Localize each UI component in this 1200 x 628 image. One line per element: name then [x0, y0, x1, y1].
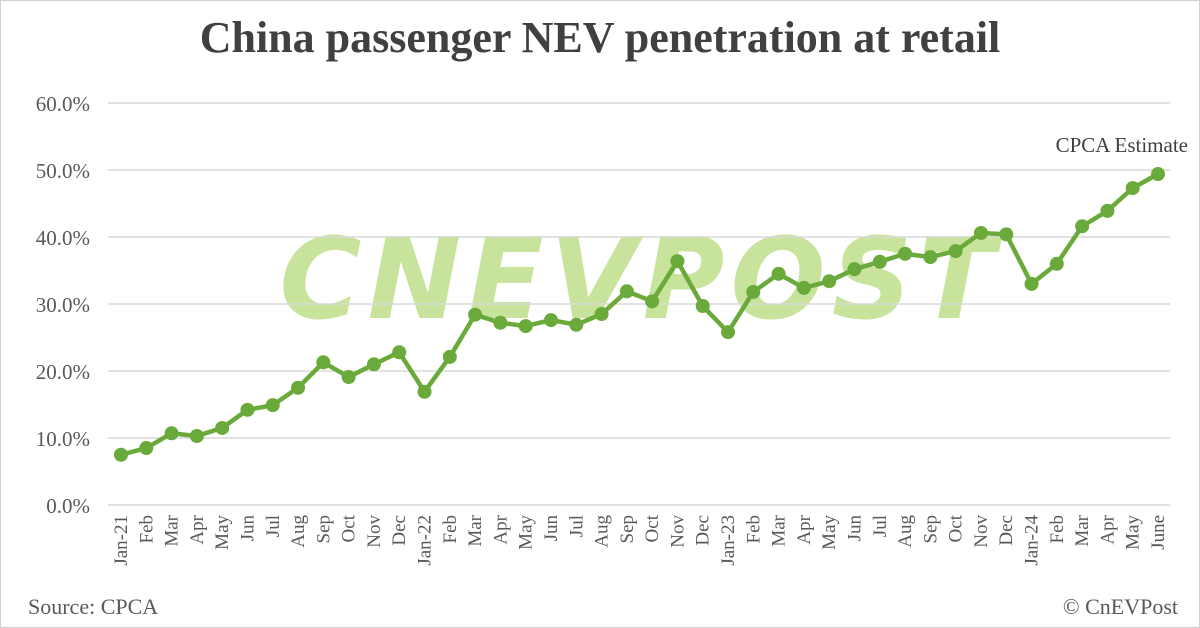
data-point	[139, 441, 154, 456]
y-tick-label: 40.0%	[36, 226, 90, 250]
data-point	[493, 315, 508, 330]
x-tick-label: Sep	[920, 515, 941, 544]
x-tick-label: Oct	[642, 514, 663, 542]
data-point	[569, 317, 584, 332]
data-point	[1125, 181, 1140, 196]
x-tick-label: Nov	[667, 515, 688, 548]
data-point	[619, 284, 634, 299]
data-point	[366, 357, 381, 372]
x-tick-label: June	[1148, 515, 1169, 550]
data-point	[594, 307, 609, 322]
data-point	[822, 274, 837, 289]
chart-title: China passenger NEV penetration at retai…	[199, 13, 1001, 62]
x-tick-label: Dec	[693, 515, 714, 546]
data-point	[291, 380, 306, 395]
data-point	[872, 254, 887, 269]
data-point	[695, 299, 710, 314]
data-point	[898, 246, 913, 261]
x-tick-label: Sep	[617, 515, 638, 544]
x-tick-label: May	[212, 515, 233, 550]
x-tick-label: Dec	[389, 515, 410, 546]
x-tick-label: Aug	[592, 515, 613, 548]
copyright-note: © CnEVPost	[1062, 594, 1178, 619]
x-tick-label: Mar	[769, 514, 790, 546]
x-tick-label: Jun	[541, 515, 562, 542]
x-tick-label: Jul	[263, 515, 284, 537]
data-point	[316, 355, 331, 370]
x-tick-label: Jan-22	[415, 515, 436, 566]
data-point	[189, 428, 204, 443]
data-point	[1049, 256, 1064, 271]
x-tick-label: Apr	[794, 514, 815, 544]
x-tick-label: May	[1123, 515, 1144, 550]
data-point	[796, 280, 811, 295]
data-point	[417, 384, 432, 399]
x-tick-label: Sep	[313, 515, 334, 544]
x-tick-label: Jul	[870, 515, 891, 537]
x-tick-label: Mar	[1072, 514, 1093, 546]
y-tick-label: 10.0%	[36, 427, 90, 451]
x-tick-label: Apr	[490, 514, 511, 544]
data-point	[518, 319, 533, 334]
data-point	[468, 307, 483, 322]
x-tick-label: Mar	[162, 514, 183, 546]
data-point	[721, 325, 736, 340]
data-point	[1100, 203, 1115, 218]
data-point	[746, 284, 761, 299]
x-tick-label: Feb	[743, 515, 764, 544]
data-point	[999, 227, 1014, 242]
data-point	[670, 254, 685, 269]
x-tick-label: Dec	[996, 515, 1017, 546]
data-point	[341, 370, 356, 385]
x-tick-label: Feb	[440, 515, 461, 544]
x-tick-label: Jan-23	[718, 515, 739, 566]
data-point	[948, 244, 963, 259]
y-tick-label: 60.0%	[36, 92, 90, 116]
data-point	[164, 426, 179, 441]
data-point	[973, 225, 988, 240]
data-point	[645, 294, 660, 309]
x-tick-label: Jul	[566, 515, 587, 537]
data-point	[215, 420, 230, 435]
watermark: CNEVPOST	[279, 215, 1002, 345]
y-tick-label: 0.0%	[46, 494, 90, 518]
data-point	[442, 349, 457, 364]
data-point	[923, 250, 938, 265]
data-point	[847, 262, 862, 277]
data-point	[240, 402, 255, 417]
x-tick-label: Feb	[136, 515, 157, 544]
x-tick-label: Jan-21	[111, 515, 132, 566]
data-point	[771, 266, 786, 281]
x-tick-label: May	[516, 515, 537, 550]
data-point	[1151, 167, 1165, 182]
y-tick-label: 20.0%	[36, 360, 90, 384]
x-tick-label: Apr	[1097, 514, 1118, 544]
y-tick-label: 50.0%	[36, 159, 90, 183]
data-point	[265, 398, 280, 413]
data-point	[392, 345, 407, 360]
data-point	[1075, 219, 1090, 234]
data-point	[1024, 276, 1039, 291]
x-tick-label: Apr	[187, 514, 208, 544]
x-tick-label: Aug	[288, 515, 309, 548]
annotation-label: CPCA Estimate	[1056, 133, 1188, 157]
data-point	[114, 447, 128, 462]
x-tick-label: Jun	[844, 515, 865, 542]
x-tick-label: Oct	[946, 514, 967, 542]
x-tick-label: Jun	[237, 515, 258, 542]
x-tick-label: Jan-24	[1022, 515, 1043, 566]
x-tick-label: Aug	[895, 515, 916, 548]
x-tick-label: Oct	[339, 514, 360, 542]
source-note: Source: CPCA	[28, 594, 159, 619]
data-point	[543, 313, 558, 328]
x-tick-label: Nov	[364, 515, 385, 548]
x-tick-label: Nov	[971, 515, 992, 548]
x-tick-label: Mar	[465, 514, 486, 546]
x-tick-label: May	[819, 515, 840, 550]
y-tick-label: 30.0%	[36, 293, 90, 317]
x-tick-label: Feb	[1047, 515, 1068, 544]
